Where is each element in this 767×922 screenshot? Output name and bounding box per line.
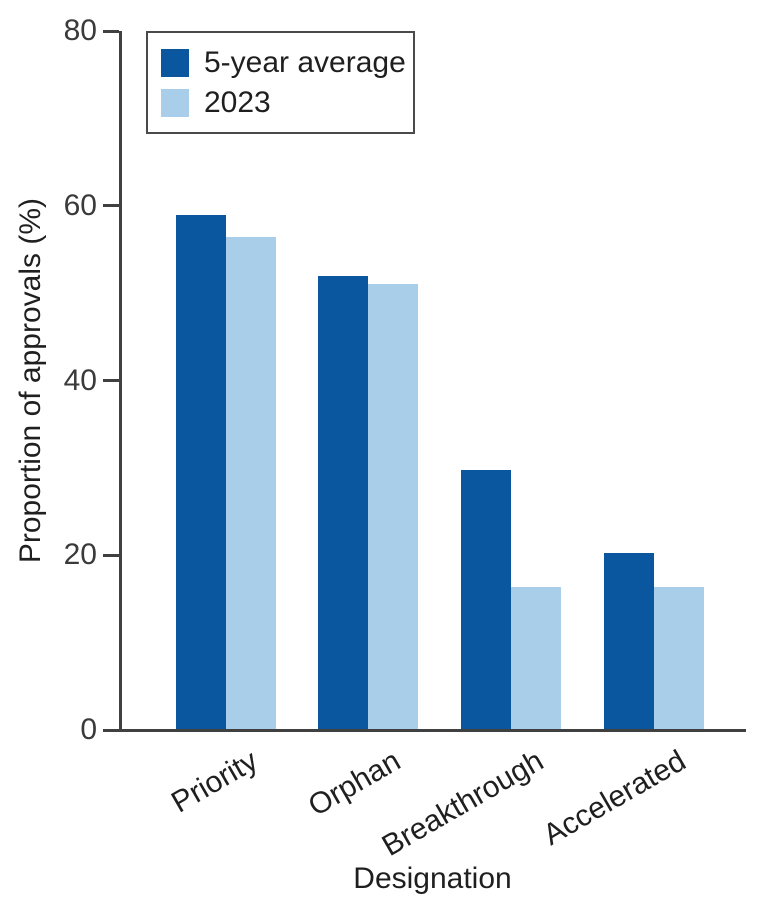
bar-5-year-average-breakthrough [460,469,511,730]
bar-2023-accelerated [653,586,704,730]
y-axis-title: Proportion of approvals (%) [8,31,54,730]
x-tick-label-priority: Priority [166,744,264,820]
bar-2023-orphan [368,284,419,730]
y-tick-label-80: 80 [63,14,97,47]
legend-label-5-year-average: 5-year average [204,45,406,79]
legend-label-2023: 2023 [204,85,271,119]
legend: 5-year average 2023 [146,31,415,134]
x-tick-label-orphan: Orphan [303,744,407,823]
legend-entry-2023: 2023 [161,85,403,120]
legend-swatch-2023 [161,88,189,117]
y-tick-label-40: 40 [63,363,97,397]
x-axis-title: Designation [353,862,512,895]
bar-2023-priority [225,237,276,730]
bar-5-year-average-priority [175,214,226,730]
bar-5-year-average-orphan [318,275,369,730]
y-axis-line [119,31,122,730]
y-tick-label-20: 20 [63,538,97,572]
x-axis-line [103,729,746,732]
legend-swatch-5-year-average [161,48,189,77]
y-tick-mark-60 [103,204,119,208]
y-axis-title-text: Proportion of approvals (%) [14,197,47,564]
legend-entry-5-year-average: 5-year average [161,45,406,80]
y-tick-label-0: 0 [80,713,97,746]
x-tick-label-accelerated: Accelerated [537,744,692,852]
y-tick-label-60: 60 [63,188,97,222]
x-tick-label-breakthrough: Breakthrough [376,744,549,863]
plot-area: 0 20 40 60 80 Priority Orphan Breakthrough Acce… [64,14,746,863]
bar-2023-breakthrough [510,586,561,730]
bar-5-year-average-accelerated [603,552,654,730]
y-tick-mark-80 [103,29,119,33]
y-tick-mark-20 [103,553,119,557]
y-tick-mark-40 [103,379,119,382]
